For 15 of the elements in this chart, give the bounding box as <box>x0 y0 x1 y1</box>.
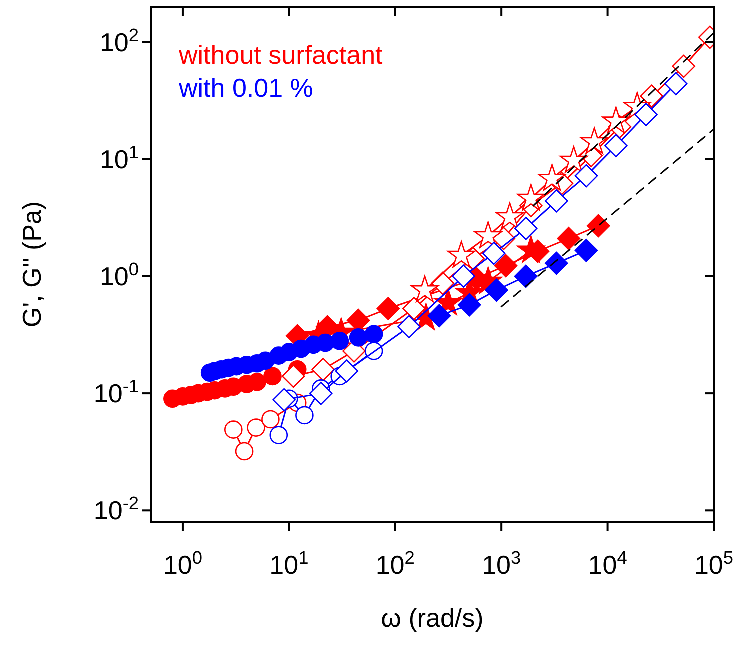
y-tick-label: 10$^{-1}$ <box>94 376 139 409</box>
y-tick-label: 10$^{-2}$ <box>94 494 139 526</box>
x-axis-title: ω (rad/s) <box>381 603 484 633</box>
y-tick-label: 10$^{1}$ <box>100 142 139 174</box>
x-tick-label: 10$^{4}$ <box>588 548 628 580</box>
x-tick-label: 10$^{2}$ <box>376 548 415 580</box>
text: with 0.01 % <box>178 73 314 103</box>
y-axis-title: G', G'' (Pa) <box>17 201 47 328</box>
x-tick-label: 10$^{1}$ <box>270 548 309 580</box>
x-tick-label: 10$^{0}$ <box>163 548 202 580</box>
x-tick-label: 10$^{3}$ <box>482 548 522 580</box>
y-tick-label: 10$^{2}$ <box>100 25 139 58</box>
y-tick-label: 10$^{0}$ <box>100 259 139 292</box>
x-tick-label: 10$^{5}$ <box>694 548 734 580</box>
text: without surfactant <box>178 40 384 70</box>
